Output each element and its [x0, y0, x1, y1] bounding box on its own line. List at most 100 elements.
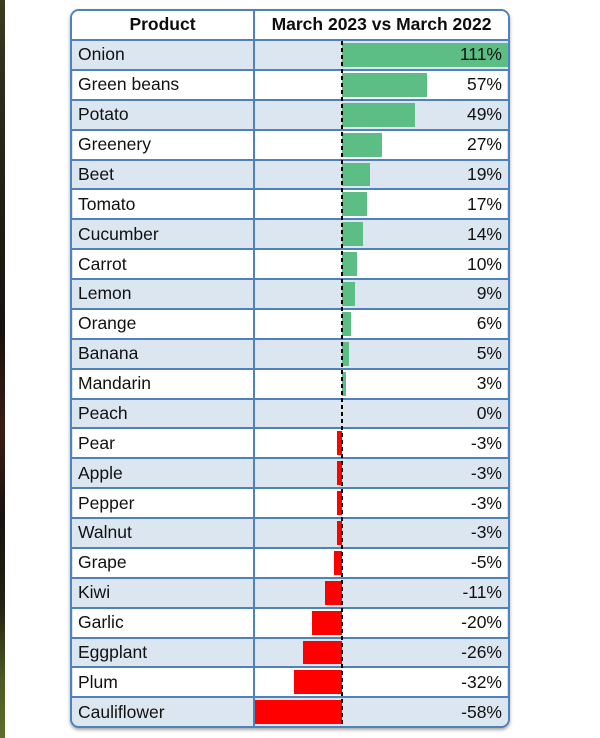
column-header-comparison: March 2023 vs March 2022 — [271, 14, 492, 34]
table-row: Greenery 27% — [72, 128, 508, 159]
negative-data-bar — [337, 431, 342, 456]
table-header-row: Product March 2023 vs March 2022 — [72, 11, 508, 41]
positive-data-bar — [341, 222, 363, 247]
percent-value: -11% — [462, 582, 502, 603]
percent-value: 10% — [466, 253, 502, 274]
positive-data-bar — [341, 132, 383, 157]
percent-value: -3% — [470, 492, 502, 513]
percent-value: -26% — [461, 641, 502, 662]
product-name: Beet — [72, 160, 255, 189]
percent-value: -32% — [461, 671, 502, 692]
percent-value: 0% — [476, 402, 502, 423]
table-row: Banana 5% — [72, 337, 508, 368]
product-name: Greenery — [72, 130, 255, 159]
table-body: Onion 111% Green beans 57% Potato 49% Greenery… — [72, 41, 508, 726]
product-name: Garlic — [72, 608, 255, 637]
value-cell: -3% — [255, 429, 508, 457]
product-name: Peach — [72, 399, 255, 428]
negative-data-bar — [337, 521, 342, 545]
percent-value: 9% — [476, 283, 502, 304]
table-row: Pepper -3% — [72, 487, 508, 517]
percent-value: 3% — [476, 373, 502, 394]
table-row: Kiwi -11% — [72, 576, 508, 607]
negative-data-bar — [337, 461, 342, 486]
value-cell: -3% — [255, 489, 508, 517]
percent-value: 5% — [476, 343, 502, 364]
negative-data-bar — [337, 491, 342, 515]
positive-data-bar — [341, 311, 351, 336]
product-name: Lemon — [72, 280, 255, 308]
product-name: Pear — [72, 429, 255, 458]
table-row: Cucumber 14% — [72, 218, 508, 249]
table-row: Potato 49% — [72, 98, 508, 129]
value-cell: -26% — [255, 639, 508, 667]
column-header-product: Product — [72, 11, 255, 39]
value-cell: 19% — [255, 161, 508, 189]
percent-value: 111% — [459, 44, 502, 65]
positive-data-bar — [341, 252, 357, 276]
value-cell: 5% — [255, 340, 508, 368]
table-row: Grape -5% — [72, 546, 508, 577]
percent-value: 17% — [466, 193, 502, 214]
positive-data-bar — [341, 371, 347, 396]
negative-data-bar — [293, 670, 342, 695]
product-name: Cucumber — [72, 220, 255, 249]
positive-data-bar — [341, 282, 356, 306]
product-name: Carrot — [72, 250, 255, 278]
value-cell: 0% — [255, 400, 508, 428]
value-cell: 17% — [255, 190, 508, 218]
negative-data-bar — [325, 580, 342, 605]
value-cell: 3% — [255, 370, 508, 398]
table-row: Peach 0% — [72, 397, 508, 428]
product-name: Potato — [72, 100, 255, 129]
value-cell: -3% — [255, 519, 508, 547]
percent-value: -3% — [470, 432, 502, 453]
product-name: Banana — [72, 339, 255, 368]
table-row: Orange 6% — [72, 307, 508, 338]
value-cell: 10% — [255, 250, 508, 278]
value-cell: 9% — [255, 280, 508, 308]
product-name: Onion — [72, 41, 255, 69]
percent-value: 57% — [466, 74, 502, 95]
positive-data-bar — [341, 43, 508, 67]
product-name: Green beans — [72, 70, 255, 99]
table-row: Lemon 9% — [72, 278, 508, 308]
table-row: Beet 19% — [72, 158, 508, 189]
negative-data-bar — [334, 550, 342, 575]
product-name: Mandarin — [72, 369, 255, 398]
zero-axis-line — [340, 41, 343, 726]
percent-value: -3% — [470, 522, 502, 543]
percent-value: 19% — [466, 163, 502, 184]
table-row: Onion 111% — [72, 41, 508, 69]
percent-value: 14% — [466, 223, 502, 244]
negative-data-bar — [302, 640, 342, 665]
table-row: Tomato 17% — [72, 188, 508, 219]
table-row: Green beans 57% — [72, 68, 508, 99]
product-name: Orange — [72, 309, 255, 338]
product-name: Grape — [72, 548, 255, 577]
percent-value: -5% — [470, 552, 502, 573]
positive-data-bar — [341, 102, 416, 127]
product-name: Apple — [72, 459, 255, 488]
value-cell: 111% — [255, 41, 508, 69]
value-cell: 49% — [255, 101, 508, 129]
product-name: Pepper — [72, 489, 255, 517]
value-cell: 27% — [255, 131, 508, 159]
product-name: Cauliflower — [72, 698, 255, 726]
table-row: Garlic -20% — [72, 606, 508, 637]
value-cell: -32% — [255, 668, 508, 696]
percent-value: -20% — [461, 612, 502, 633]
positive-data-bar — [341, 341, 350, 366]
positive-data-bar — [341, 162, 371, 187]
percent-value: 49% — [466, 104, 502, 125]
negative-data-bar — [311, 610, 342, 635]
negative-data-bar — [255, 700, 342, 725]
value-cell: -5% — [255, 549, 508, 577]
value-cell: 6% — [255, 310, 508, 338]
table-row: Apple -3% — [72, 457, 508, 488]
value-cell: 14% — [255, 220, 508, 248]
product-name: Tomato — [72, 190, 255, 219]
table-row: Walnut -3% — [72, 517, 508, 547]
value-cell: -20% — [255, 609, 508, 637]
percent-value: -3% — [470, 462, 502, 483]
